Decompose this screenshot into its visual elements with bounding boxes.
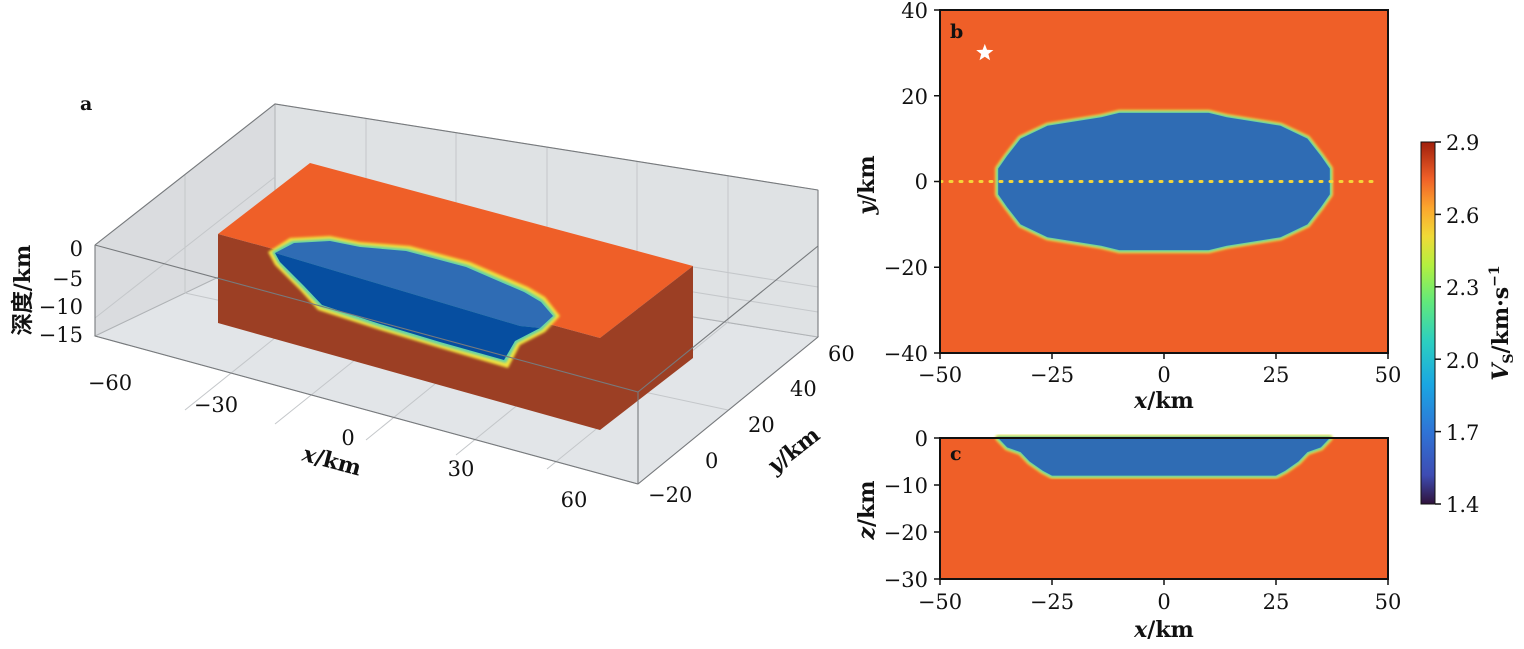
panel-b-y-tick-label: 0 [915,170,928,194]
panel-c-x-tick-label: −50 [918,590,962,614]
panel-b-y-axis-label: y/km [854,155,880,215]
panel-b-x-tick-label: −25 [1030,363,1074,387]
colorbar-label: VS/km·s−1 [1487,265,1517,380]
x-tick-label: 60 [561,488,588,512]
z-tick-label: −10 [39,295,83,319]
x-tick-label: −30 [194,393,238,417]
panel-c-y-tick-label: −10 [884,474,928,498]
panel-b-ticks [934,9,1389,359]
x-tick-label: −60 [88,371,132,395]
panel-c-x-tick-label: 0 [1157,590,1170,614]
basin-cut-face [275,253,540,360]
panel-b-x-axis-label: x/km [1133,388,1194,414]
colorbar-tick-label: 2.9 [1446,131,1479,155]
colorbar: 2.9 2.6 2.3 2.0 1.7 1.4 VS/km·s−1 [1420,131,1517,517]
panel-b-x-tick-label: 25 [1263,363,1290,387]
colorbar-gradient [1420,141,1436,505]
basin-map [998,112,1330,251]
z-tick-label: −15 [39,323,83,347]
basin-top-surface [275,241,553,328]
colorbar-tick-label: 1.4 [1446,493,1479,517]
panel-c-y-tick-label: −30 [884,568,928,592]
block-top-face [218,163,693,338]
colorbar-ticks [1435,141,1441,505]
y-tick-label: −20 [648,483,692,507]
z-tick-label: −5 [52,267,83,291]
panel-b-y-tick-label: −40 [884,342,928,366]
x-tick-label: 30 [448,457,475,481]
colorbar-tick-label: 2.0 [1446,349,1479,373]
panel-c-y-axis-label: z/km [854,480,880,540]
panel-c-x-axis-label: x/km [1133,617,1194,643]
z-tick-label: 0 [70,237,83,261]
panel-b-y-tick-label: 20 [901,85,928,109]
panel-b-x-tick-label: 50 [1375,363,1402,387]
star-marker-icon [976,43,994,61]
y-tick-label: 60 [828,342,855,366]
y-tick-label: 40 [790,377,817,401]
y-tick-label: 20 [748,413,775,437]
panel-b-y-tick-label: −20 [884,256,928,280]
panel-c-cross-section: c 0 −10 −20 −30 −50 −25 0 25 50 x/km z/k… [854,427,1401,643]
panel-c-y-tick-label: −20 [884,521,928,545]
z-axis-label: 深度/km [10,245,36,336]
panel-b-y-tick-label: 40 [901,0,928,23]
x-tick-label: 0 [341,426,354,450]
panel-c-label: c [950,443,962,465]
colorbar-tick-label: 2.3 [1446,276,1479,300]
panel-c-ticks [934,437,1389,585]
panel-b-label: b [950,21,963,43]
panel-a-3d-model: a [10,93,855,512]
panel-b-x-tick-label: 0 [1157,363,1170,387]
panel-c-y-tick-label: 0 [915,427,928,451]
panel-a-label: a [80,93,92,115]
colorbar-tick-label: 1.7 [1446,421,1479,445]
z-axis-ticks: 0 −5 −10 −15 [39,237,83,347]
y-axis-ticks-3d: −20 0 20 40 60 [648,342,855,507]
x-axis-ticks-3d: −60 −30 0 30 60 [88,371,588,512]
panel-c-x-tick-label: 25 [1263,590,1290,614]
panel-c-x-tick-label: −25 [1030,590,1074,614]
axes-box-edges [94,103,819,485]
colorbar-tick-label: 2.6 [1446,204,1479,228]
panel-b-map-view: b 40 20 0 −20 −40 −50 −25 0 25 50 x/km y… [854,0,1401,414]
block-right-face [600,266,693,430]
y-tick-label: 0 [705,449,718,473]
panel-b-x-tick-label: −50 [918,363,962,387]
panel-c-x-tick-label: 50 [1375,590,1402,614]
basin-profile [998,438,1330,476]
